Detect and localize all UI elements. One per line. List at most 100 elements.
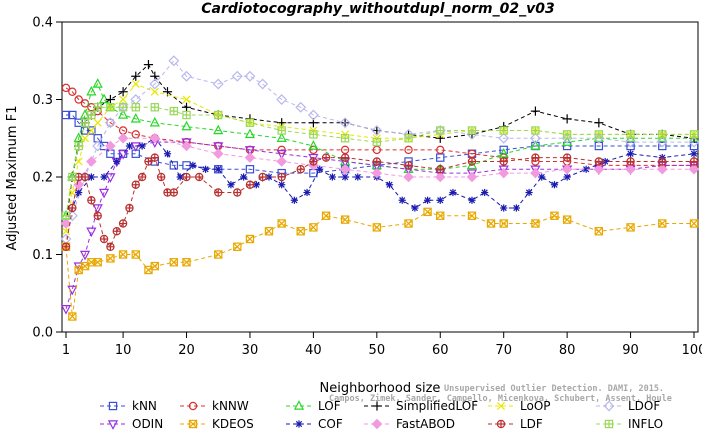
data-point-kdeos [169,258,179,267]
data-point-cof [100,173,108,181]
data-point-fastabod [212,148,224,160]
legend-item-inflo: INFLO [596,417,663,431]
data-point-ldf [258,172,267,182]
data-point-kdeos [499,219,508,228]
data-point-inflo [658,130,667,139]
data-point-odin [98,188,110,199]
x-tick-label: 60 [432,343,449,358]
data-point-ldf [340,153,350,162]
data-point-inflo [689,130,699,139]
data-point-inflo [169,106,179,116]
data-point-cof [214,165,222,173]
data-point-kdeos [340,215,350,224]
series-fastabod [60,132,700,229]
data-point-ldf [137,172,147,182]
data-point-kdeos [93,258,102,267]
legend-label: kNNW [212,399,249,413]
data-point-cof [481,188,489,197]
data-point-kdeos [106,254,115,263]
data-point-kdeos [689,219,699,228]
series-kdeos [61,207,699,321]
legend-item-cof: COF [286,417,343,431]
data-point-loop [93,118,102,127]
x-tick-label: 1 [62,343,70,358]
data-point-inflo [372,137,382,147]
data-point-fastabod [244,152,256,163]
data-point-cof [303,188,311,197]
data-point-inflo [87,110,96,120]
data-point-lof [498,147,509,158]
data-point-kdeos [562,215,572,224]
data-point-lof [79,109,91,119]
data-point-ldf [106,242,115,251]
data-point-kdeos [214,250,223,259]
x-axis-label: Neighborhood size [320,381,441,396]
y-tick-label: 0.4 [32,16,53,31]
data-point-inflo [562,130,572,139]
legend-item-fastabod: FastABOD [364,417,455,431]
data-point-ldf [658,157,667,166]
data-point-ldof [181,70,192,82]
data-point-ldof [168,55,180,67]
data-point-cof [290,196,298,204]
data-point-cof [176,173,184,181]
data-point-kdeos [150,261,160,271]
data-point-ldof [257,78,269,90]
data-point-simplifiedlof [594,118,604,128]
data-point-cof [512,204,520,212]
data-point-kdeos [594,227,604,236]
data-point-cof [341,173,349,181]
legend-label: LOF [318,399,341,413]
data-point-ldf [467,157,477,166]
data-point-fastabod [60,218,72,229]
data-point-lof [181,120,192,131]
data-point-knn [68,110,77,120]
data-point-cof [550,181,559,189]
y-axis: 0.0 0.1 0.2 0.3 0.4 [32,16,62,341]
data-point-odin [244,146,256,156]
data-point-inflo [74,141,83,151]
data-point-fastabod [434,171,446,183]
data-point-inflo [106,103,115,112]
legend-marker [371,418,383,430]
data-point-loop [182,95,191,104]
data-point-ldf [93,211,102,220]
data-point-ldof [295,101,307,113]
data-point-cof [252,181,260,189]
legend-label: ODIN [132,417,163,431]
data-point-ldof [656,136,668,148]
data-point-ldf [68,203,77,213]
data-point-kdeos [309,223,318,232]
legend-label: COF [318,417,343,431]
data-point-inflo [118,103,128,112]
data-point-simplifiedlof [530,106,541,116]
data-point-fastabod [181,140,192,152]
data-point-ldof [339,117,351,129]
data-point-fastabod [466,171,478,183]
data-point-fastabod [371,167,383,179]
data-point-inflo [277,126,286,135]
data-point-ldof [371,125,383,136]
data-point-cof [500,204,508,212]
data-point-loop [150,87,159,96]
data-point-ldf [309,157,318,166]
data-point-ldf [562,153,572,162]
data-point-kdeos [277,219,286,228]
series-line-ldf [65,156,694,248]
data-point-kdeos [245,234,255,244]
data-point-ldf [277,172,286,182]
x-tick-label: 90 [622,343,639,358]
data-point-simplifiedlof [131,71,141,81]
data-point-cof [354,173,362,181]
x-tick-label: 10 [115,343,132,358]
data-point-kdeos [68,312,77,321]
series-line-ldof [65,60,694,240]
legend-marker [188,401,198,411]
data-point-ldf [245,180,255,189]
data-point-inflo [404,134,413,143]
data-point-inflo [214,110,223,120]
data-point-inflo [499,126,508,135]
data-point-kdeos [550,211,559,220]
data-point-inflo [626,130,635,139]
data-point-cof [75,188,83,197]
